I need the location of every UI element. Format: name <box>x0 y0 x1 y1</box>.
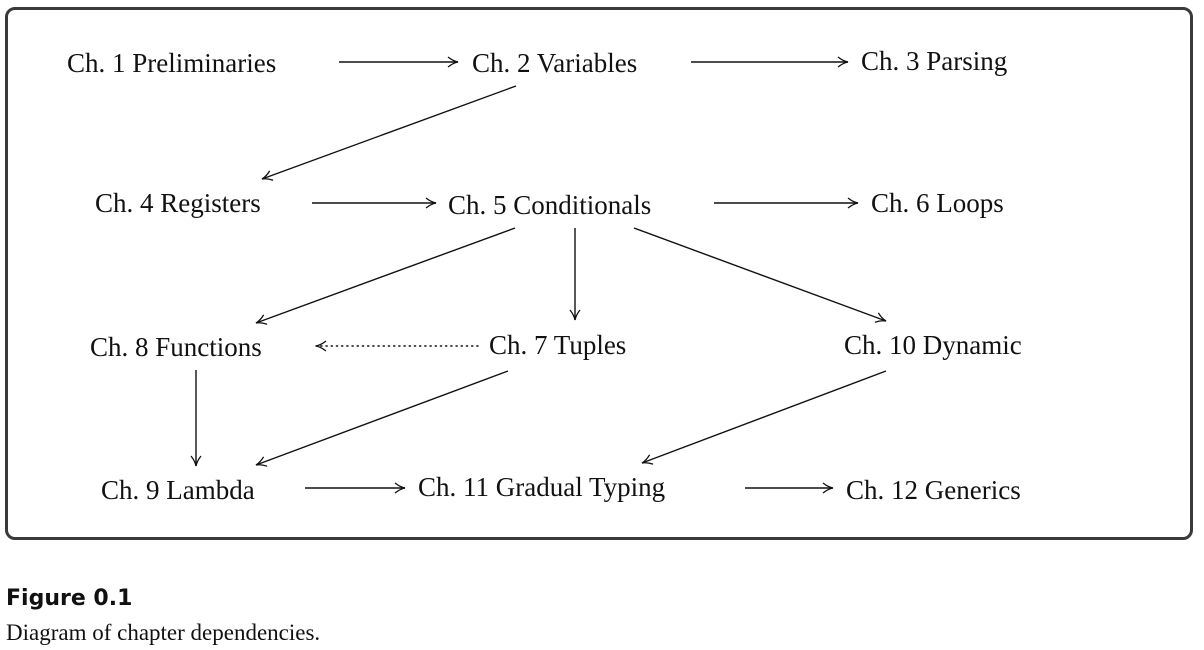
edge-ch10-to-ch11 <box>641 370 887 465</box>
node-ch11: Ch. 11 Gradual Typing <box>418 472 665 502</box>
figure-caption: Diagram of chapter dependencies. <box>6 620 321 645</box>
edge-ch5-to-ch8 <box>255 227 516 325</box>
node-ch3: Ch. 3 Parsing <box>861 46 1007 76</box>
node-ch2: Ch. 2 Variables <box>472 48 637 78</box>
node-ch1: Ch. 1 Preliminaries <box>67 48 276 78</box>
edge-ch7-to-ch9 <box>255 370 509 467</box>
edges-layer <box>190 56 887 494</box>
nodes-layer: Ch. 1 Preliminaries Ch. 2 Variables Ch. 3 … <box>67 46 1022 505</box>
edge-ch5-to-ch10 <box>633 227 887 323</box>
figure-number: Figure 0.1 <box>6 586 133 611</box>
node-ch7: Ch. 7 Tuples <box>489 330 626 360</box>
node-ch10: Ch. 10 Dynamic <box>844 330 1022 360</box>
node-ch5: Ch. 5 Conditionals <box>448 190 651 220</box>
node-ch12: Ch. 12 Generics <box>846 475 1021 505</box>
edge-ch2-to-ch4 <box>261 85 517 181</box>
node-ch4: Ch. 4 Registers <box>95 188 261 218</box>
diagram-frame <box>5 7 1193 540</box>
node-ch9: Ch. 9 Lambda <box>101 475 255 505</box>
node-ch8: Ch. 8 Functions <box>90 332 262 362</box>
node-ch6: Ch. 6 Loops <box>871 188 1004 218</box>
